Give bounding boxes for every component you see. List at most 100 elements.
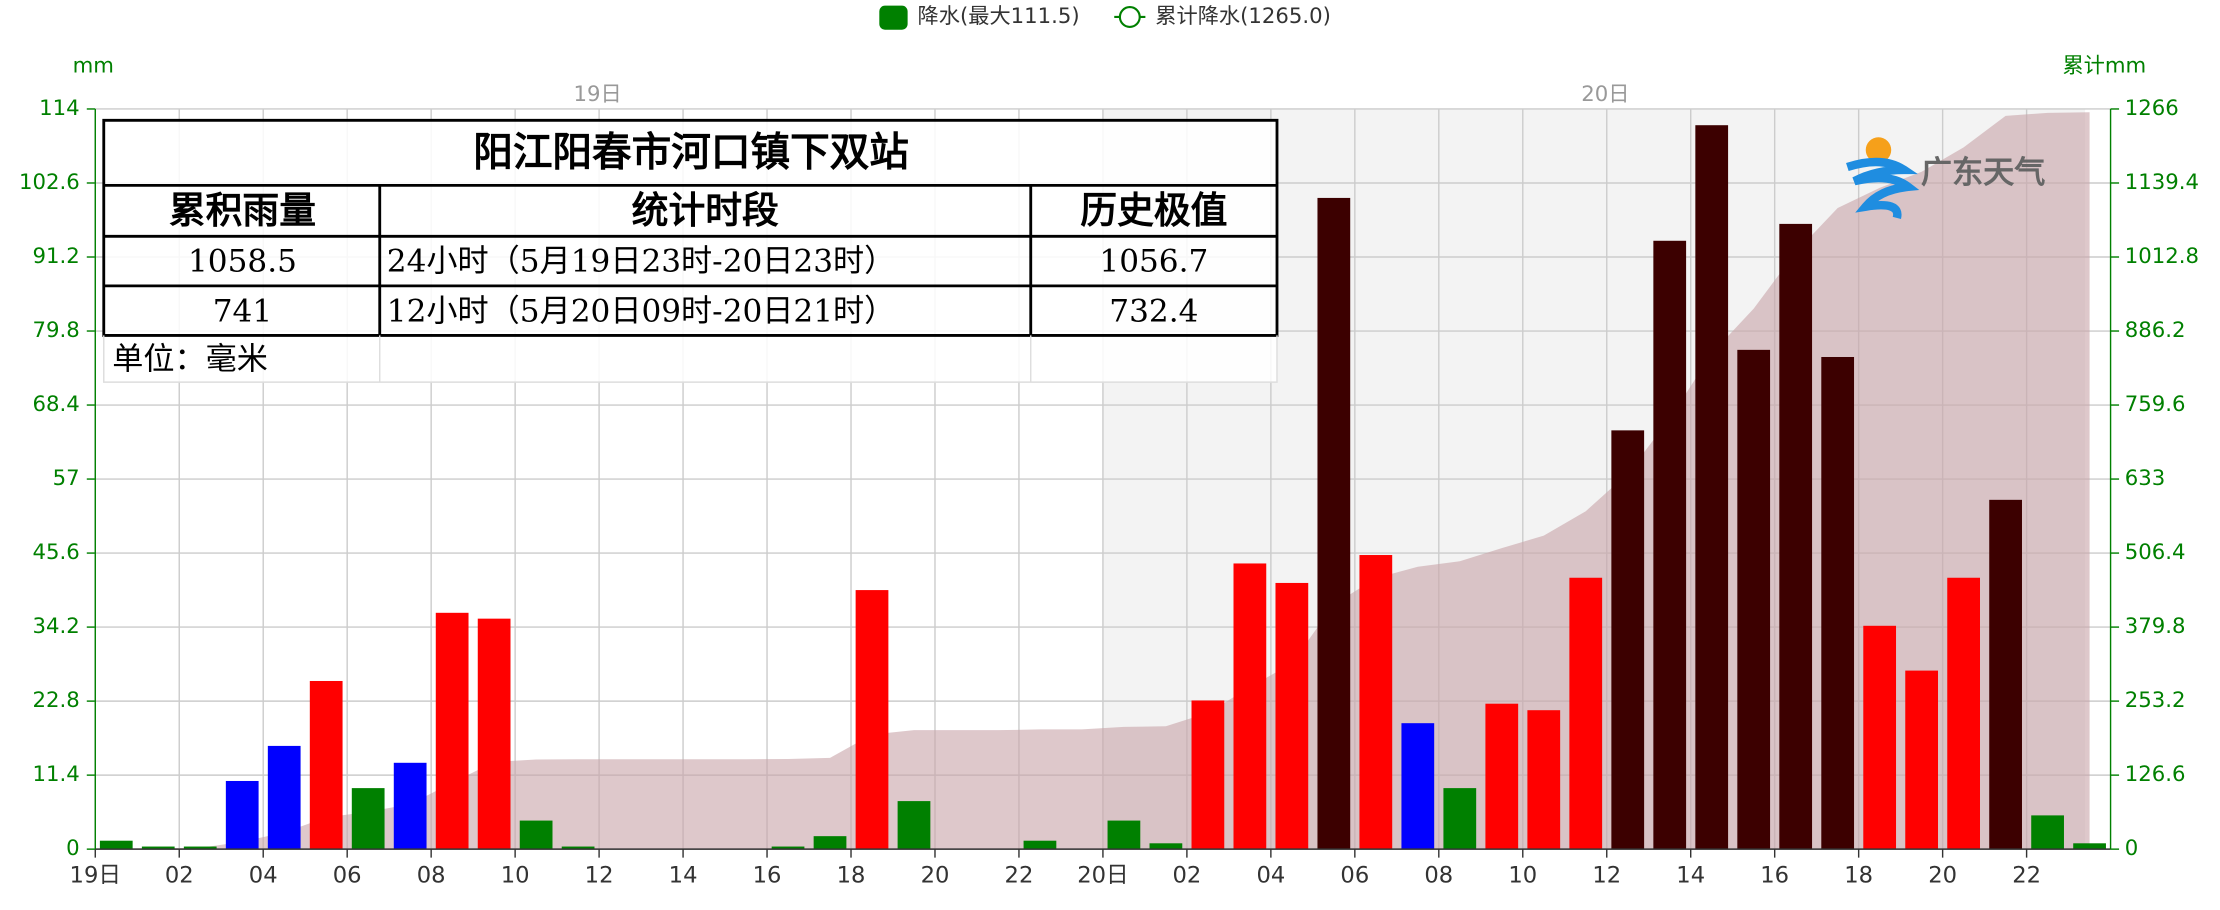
y2-tick-label: 126.6 <box>2125 762 2186 787</box>
x-tick-label: 14 <box>1676 863 1705 889</box>
bar <box>561 846 595 850</box>
y-tick-label: 102.6 <box>19 170 80 195</box>
bar <box>771 846 805 850</box>
bar <box>393 762 427 850</box>
x-tick-label: 12 <box>1592 863 1621 889</box>
bar <box>2031 815 2064 850</box>
x-tick-label: 06 <box>1340 863 1369 889</box>
y2-tick-label: 506.4 <box>2125 540 2186 565</box>
legend-label: 降水(最大111.5) <box>918 4 1080 29</box>
bar <box>1947 577 1981 850</box>
x-tick-label: 04 <box>249 863 278 889</box>
y2-tick-label: 1266 <box>2125 96 2179 121</box>
bar <box>1317 197 1351 850</box>
bar <box>1737 349 1771 850</box>
y-tick-label: 45.6 <box>32 540 79 565</box>
bar <box>813 836 847 850</box>
y-tick-label: 22.8 <box>32 688 79 713</box>
bar <box>1695 125 1729 850</box>
bar <box>435 612 469 850</box>
y2-tick-label: 1139.4 <box>2125 170 2199 195</box>
x-tick-label: 20日 <box>1077 863 1128 889</box>
bar <box>1527 710 1561 850</box>
bar <box>1653 240 1687 850</box>
x-tick-label: 22 <box>2012 863 2041 889</box>
bar <box>855 590 889 850</box>
x-tick-label: 18 <box>1844 863 1873 889</box>
logo-sun <box>1865 137 1892 163</box>
table-cell: 741 <box>213 293 272 329</box>
table-cell: 12小时（5月20日09时-20日21时） <box>387 293 895 329</box>
bar <box>2073 843 2106 850</box>
y2-tick-label: 633 <box>2125 466 2166 491</box>
x-tick-label: 08 <box>417 863 446 889</box>
table-header: 历史极值 <box>1080 188 1227 232</box>
y2-tick-label: 886.2 <box>2125 318 2186 343</box>
y-tick-label: 79.8 <box>32 318 79 343</box>
x-tick-label: 20 <box>921 863 950 889</box>
y2-tick-label: 379.8 <box>2125 614 2186 639</box>
bar <box>1611 430 1645 850</box>
y2-tick-label: 253.2 <box>2125 688 2186 713</box>
x-tick-label: 10 <box>1508 863 1537 889</box>
y2-tick-label: 1012.8 <box>2125 244 2199 269</box>
x-tick-label: 04 <box>1256 863 1285 889</box>
logo: 广东天气 <box>1846 137 2045 219</box>
table-header: 累积雨量 <box>169 188 316 232</box>
table-unit: 单位：毫米 <box>112 341 268 377</box>
bar <box>1191 700 1225 850</box>
legend-label: 累计降水(1265.0) <box>1155 4 1331 29</box>
bar <box>1149 843 1183 850</box>
y-tick-label: 0 <box>66 836 80 861</box>
bar <box>1359 555 1393 850</box>
table-header: 统计时段 <box>632 188 779 232</box>
bar <box>351 788 385 850</box>
x-tick-label: 16 <box>1760 863 1789 889</box>
bar <box>1023 840 1057 850</box>
bar <box>1233 563 1267 850</box>
table-cell: 1058.5 <box>188 244 297 280</box>
y-tick-label: 68.4 <box>32 392 79 417</box>
bar <box>1569 577 1603 850</box>
bar <box>1485 703 1519 850</box>
y-tick-label: 57 <box>53 466 80 491</box>
x-tick-label: 12 <box>585 863 614 889</box>
x-tick-label: 02 <box>1172 863 1201 889</box>
bar <box>1821 356 1855 850</box>
table-border <box>103 335 1278 383</box>
bar <box>1107 820 1141 850</box>
y-tick-label: 114 <box>39 96 80 121</box>
logo-swirl <box>1846 157 1920 219</box>
table-cell: 24小时（5月19日23时-20日23时） <box>387 244 895 280</box>
bar <box>1989 499 2022 850</box>
y-tick-label: 91.2 <box>32 244 79 269</box>
bar <box>225 780 259 850</box>
x-tick-label: 16 <box>753 863 782 889</box>
x-tick-label: 08 <box>1424 863 1453 889</box>
y2-tick-label: 759.6 <box>2125 392 2186 417</box>
x-tick-label: 06 <box>333 863 362 889</box>
bar <box>1275 582 1309 850</box>
table-cell: 732.4 <box>1109 293 1198 329</box>
bar <box>519 820 553 850</box>
bar <box>477 618 511 850</box>
day-label: 20日 <box>1581 82 1629 107</box>
bar <box>1905 670 1939 850</box>
legend-swatch <box>1118 6 1141 28</box>
bar <box>1863 625 1897 850</box>
x-tick-label: 22 <box>1005 863 1034 889</box>
bar <box>267 745 301 850</box>
table-cell: 1056.7 <box>1099 244 1208 280</box>
day-label: 19日 <box>574 82 622 107</box>
bar <box>1779 223 1813 850</box>
plot <box>94 108 2112 850</box>
bar <box>1443 788 1477 850</box>
y2-axis-title: 累计mm <box>2062 54 2146 79</box>
x-tick-label: 20 <box>1928 863 1957 889</box>
table-title: 阳江阳春市河口镇下双站 <box>473 130 909 176</box>
bar <box>897 801 931 850</box>
table-bg <box>103 120 1277 383</box>
x-tick-label: 14 <box>669 863 698 889</box>
bar <box>309 680 343 850</box>
bar <box>141 846 175 850</box>
